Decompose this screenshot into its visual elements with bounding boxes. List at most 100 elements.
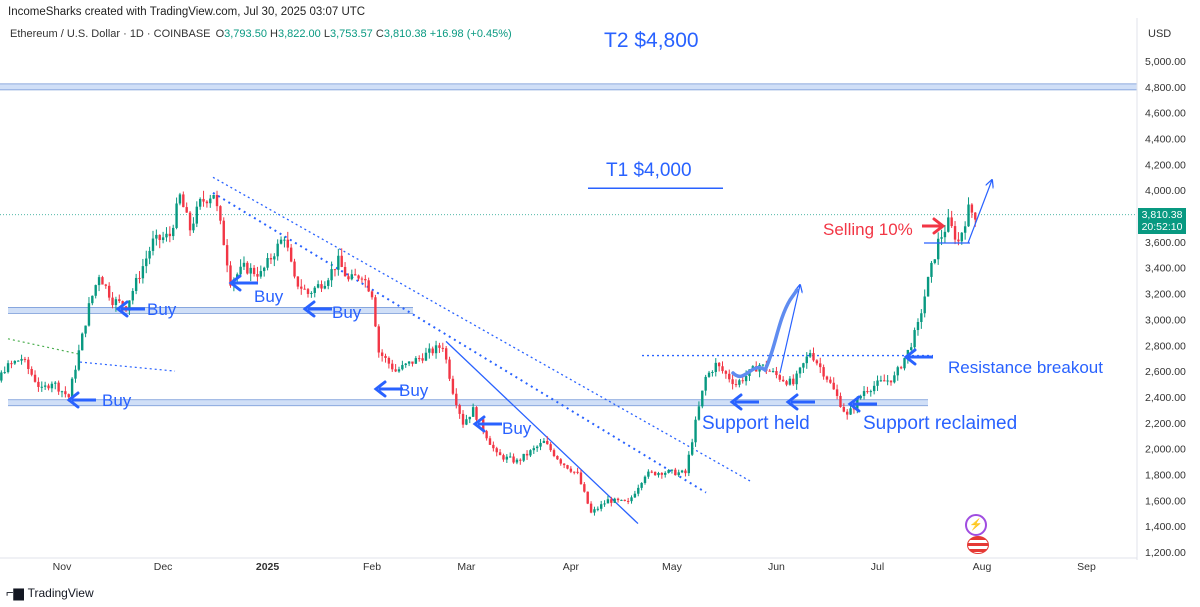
footer-brand: TradingView xyxy=(27,586,94,600)
candle-body xyxy=(407,361,411,364)
candle-body xyxy=(448,359,451,379)
resistance-arrow-head xyxy=(903,348,917,366)
candle-body xyxy=(677,472,680,476)
candle-body xyxy=(279,239,283,244)
candle-body xyxy=(842,406,846,412)
middle-trendline xyxy=(212,191,707,494)
candle-body xyxy=(414,358,418,364)
candle-body xyxy=(542,440,546,443)
candle-body xyxy=(101,277,104,285)
candle-body xyxy=(889,380,893,383)
support-reclaimed-arrow-head xyxy=(847,395,861,413)
candle-body xyxy=(586,491,589,504)
candle-body xyxy=(441,347,445,349)
buy-arrow-6-head xyxy=(472,415,486,433)
candle-body xyxy=(707,372,711,377)
candle-body xyxy=(276,243,279,257)
candle-body xyxy=(283,239,286,241)
candle-body xyxy=(434,345,438,354)
candle-body xyxy=(259,271,263,277)
candle-body xyxy=(903,358,906,369)
drawings xyxy=(66,180,992,433)
candle-body xyxy=(630,497,633,502)
candle-body xyxy=(785,381,788,385)
candle-body xyxy=(337,255,340,270)
candle-body xyxy=(741,380,744,382)
candle-body xyxy=(175,203,178,228)
y-tick-label: 4,000.00 xyxy=(1145,185,1186,197)
candle-body xyxy=(397,369,401,372)
candle-body xyxy=(387,357,391,364)
candle-body xyxy=(819,363,822,368)
candle-body xyxy=(859,395,862,399)
x-tick-label: Nov xyxy=(53,561,72,573)
candle-body xyxy=(566,465,569,469)
candle-body xyxy=(370,291,374,298)
candle-body xyxy=(438,345,441,348)
low-value: 3,753.57 xyxy=(329,28,373,40)
candle-body xyxy=(697,406,701,420)
candle-body xyxy=(465,419,468,425)
candle-body xyxy=(505,456,509,460)
x-tick-label: 2025 xyxy=(256,561,280,573)
buy-arrow-3-head xyxy=(302,300,316,318)
candle-body xyxy=(364,278,367,281)
candle-body xyxy=(3,372,6,374)
open-label: O xyxy=(215,28,225,40)
candle-body xyxy=(825,376,829,380)
candle-body xyxy=(970,204,974,213)
candle-body xyxy=(488,438,492,445)
candle-body xyxy=(674,469,677,476)
candle-body xyxy=(822,367,825,377)
candle-body xyxy=(13,361,17,364)
candle-body xyxy=(444,348,448,360)
candle-body xyxy=(134,277,138,291)
candle-body xyxy=(6,363,10,373)
candle-body xyxy=(933,259,937,263)
level-bands xyxy=(0,83,1137,407)
candle-body xyxy=(161,237,165,241)
candle-body xyxy=(498,452,502,456)
support-held-arrow-2-head xyxy=(785,393,799,411)
candle-body xyxy=(556,456,559,460)
y-tick-label: 1,800.00 xyxy=(1145,469,1186,481)
candle-body xyxy=(711,371,714,373)
candle-body xyxy=(717,362,721,367)
y-tick-label: 2,400.00 xyxy=(1145,392,1186,404)
y-tick-label: 3,600.00 xyxy=(1145,237,1186,249)
us-flag-icon[interactable] xyxy=(967,536,989,554)
candle-body xyxy=(957,239,960,242)
candle-body xyxy=(404,363,407,366)
candle-body xyxy=(330,269,333,281)
buy-arrow-1-head xyxy=(115,300,129,318)
candle-body xyxy=(57,382,60,392)
ma-green-line xyxy=(7,338,81,355)
candle-body xyxy=(492,444,495,449)
candle-body xyxy=(603,503,606,505)
x-tick-label: Aug xyxy=(973,561,992,573)
currency-label[interactable]: USD xyxy=(1148,28,1172,40)
candle-body xyxy=(47,385,50,389)
candle-body xyxy=(650,471,653,473)
candle-body xyxy=(97,277,101,286)
lightning-icon[interactable]: ⚡ xyxy=(965,514,987,536)
candle-body xyxy=(343,266,347,277)
candle-body xyxy=(84,325,87,334)
candle-body xyxy=(583,484,586,492)
candle-body xyxy=(519,459,522,461)
close-label: C xyxy=(375,28,384,40)
candle-body xyxy=(428,348,431,353)
ma-blue-line xyxy=(79,361,176,372)
candle-body xyxy=(87,303,91,326)
candle-body xyxy=(535,446,539,449)
candle-body xyxy=(589,503,593,513)
candle-body xyxy=(114,299,118,306)
y-tick-label: 2,200.00 xyxy=(1145,418,1186,430)
footer[interactable]: ⌐▆ TradingView xyxy=(6,585,94,601)
symbol-legend[interactable]: Ethereum / U.S. Dollar · 1D · COINBASE O… xyxy=(10,28,512,40)
candle-body xyxy=(222,220,225,246)
candle-body xyxy=(775,371,778,376)
candle-body xyxy=(421,358,424,361)
candle-body xyxy=(792,378,795,385)
